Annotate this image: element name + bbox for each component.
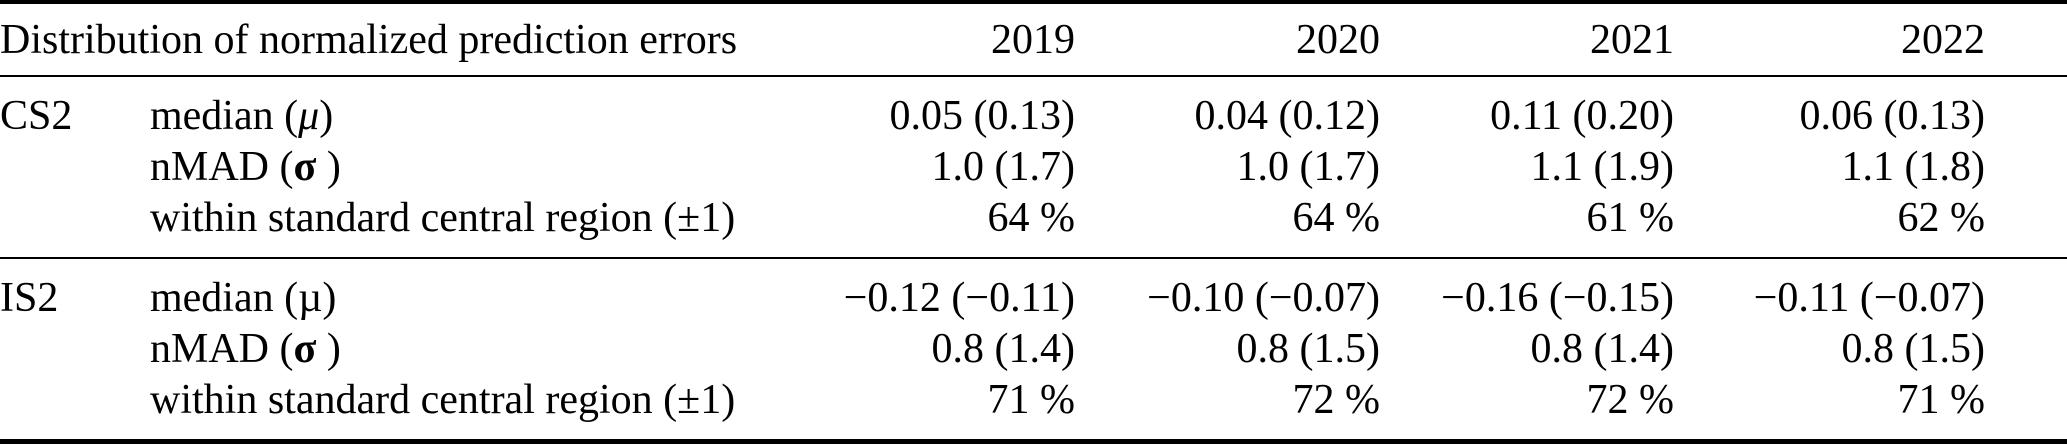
label-text: nMAD ( <box>150 144 294 190</box>
cell-value: 1.1 (1.8) <box>1841 144 1986 190</box>
stat-label-nmad: nMAD (σ ) <box>150 142 770 193</box>
label-text: median ( <box>150 93 299 139</box>
cell-value: 0.8 (1.4) <box>931 326 1076 372</box>
stat-label-central-region: within standard central region (±1) <box>150 377 736 423</box>
cell-value: 71 % <box>1897 377 1986 423</box>
label-text: ) <box>319 93 334 139</box>
cell-value: 1.1 (1.9) <box>1530 144 1675 190</box>
cell-value: −0.10 (−0.07) <box>1147 275 1381 321</box>
table-row-is2-nmad: nMAD (σ ) 0.8 (1.4) 0.8 (1.5) 0.8 (1.4) … <box>0 324 2067 375</box>
label-text: ) <box>322 275 337 321</box>
year-header-2021: 2021 <box>1380 2 1675 77</box>
cell-value: 0.8 (1.5) <box>1236 326 1381 372</box>
table-row-is2-median: IS2 median (µ) −0.12 (−0.11) −0.10 (−0.0… <box>0 258 2067 324</box>
cell-value: 0.04 (0.12) <box>1194 93 1381 139</box>
label-text: median ( <box>150 275 299 321</box>
cell-value: 61 % <box>1586 195 1675 241</box>
cs2-section: CS2 median (μ) 0.05 (0.13) 0.04 (0.12) 0… <box>0 76 2067 258</box>
cell-value: 0.05 (0.13) <box>889 93 1076 139</box>
cell-value: 72 % <box>1586 377 1675 423</box>
cell-value: 0.11 (0.20) <box>1490 93 1675 139</box>
cell-value: 64 % <box>1292 195 1381 241</box>
cell-value: −0.11 (−0.07) <box>1753 275 1986 321</box>
group-label-cs2: CS2 <box>0 93 73 139</box>
stat-label-median: median (μ) <box>150 76 770 142</box>
cell-value: 64 % <box>987 195 1076 241</box>
cell-value: −0.16 (−0.15) <box>1441 275 1675 321</box>
cell-value: 71 % <box>987 377 1076 423</box>
cell-value: 0.8 (1.4) <box>1530 326 1675 372</box>
mu-symbol: μ <box>298 93 320 139</box>
sigma-symbol: σ <box>293 144 317 190</box>
cell-value: 1.0 (1.7) <box>1236 144 1381 190</box>
sigma-symbol: σ <box>293 326 317 372</box>
stat-label-median: median (µ) <box>150 258 770 324</box>
label-text: ) <box>316 326 341 372</box>
table-row-cs2-median: CS2 median (μ) 0.05 (0.13) 0.04 (0.12) 0… <box>0 76 2067 142</box>
cell-value: 0.8 (1.5) <box>1841 326 1986 372</box>
table-row-is2-central-region: within standard central region (±1) 71 %… <box>0 375 2067 442</box>
year-header-2020: 2020 <box>1075 2 1381 77</box>
cell-value: 1.0 (1.7) <box>931 144 1076 190</box>
label-text: nMAD ( <box>150 326 294 372</box>
year-header-2019: 2019 <box>770 2 1076 77</box>
cell-value: 0.06 (0.13) <box>1799 93 1986 139</box>
is2-section: IS2 median (µ) −0.12 (−0.11) −0.10 (−0.0… <box>0 258 2067 442</box>
cell-value: 72 % <box>1292 377 1381 423</box>
stat-label-nmad: nMAD (σ ) <box>150 324 770 375</box>
label-text: ) <box>316 144 341 190</box>
year-header-2022: 2022 <box>1674 2 2067 77</box>
stat-label-central-region: within standard central region (±1) <box>150 195 736 241</box>
table-row-cs2-nmad: nMAD (σ ) 1.0 (1.7) 1.0 (1.7) 1.1 (1.9) … <box>0 142 2067 193</box>
table-row-cs2-central-region: within standard central region (±1) 64 %… <box>0 193 2067 258</box>
table-title: Distribution of normalized prediction er… <box>0 2 771 77</box>
header-row: Distribution of normalized prediction er… <box>0 2 2067 77</box>
cell-value: −0.12 (−0.11) <box>843 275 1076 321</box>
mu-symbol: µ <box>298 275 323 321</box>
cell-value: 62 % <box>1897 195 1986 241</box>
table-header: Distribution of normalized prediction er… <box>0 2 2067 77</box>
group-label-is2: IS2 <box>0 275 59 321</box>
